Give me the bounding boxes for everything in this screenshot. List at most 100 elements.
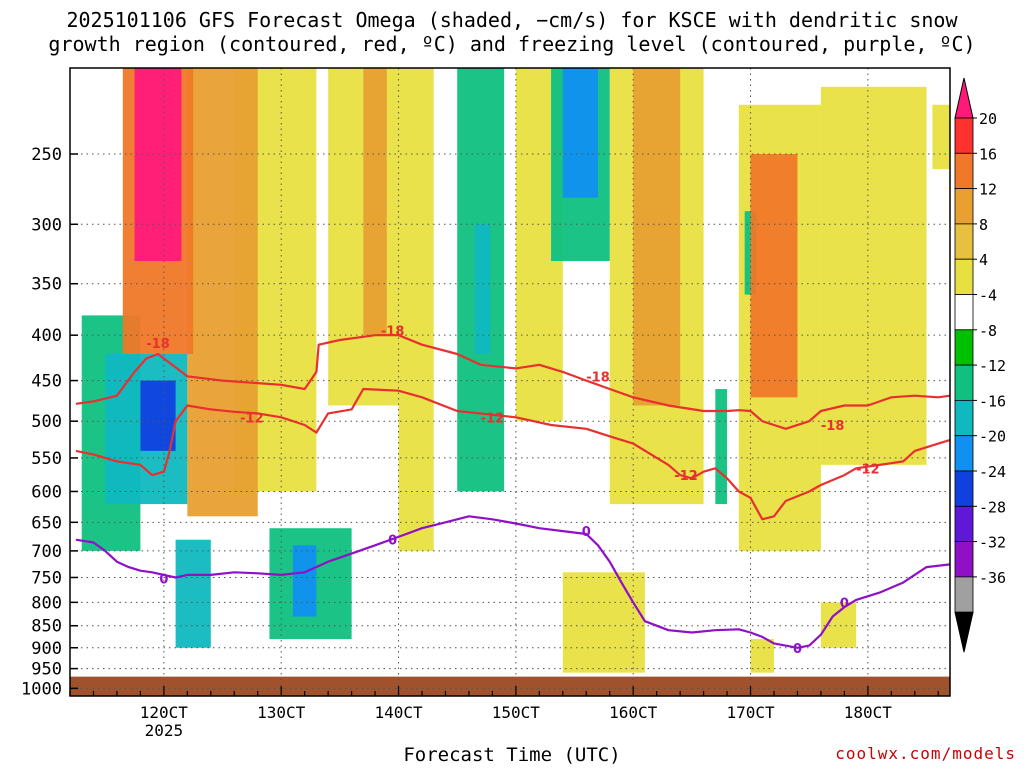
y-tick-label: 900 xyxy=(31,639,62,659)
y-tick-label: 250 xyxy=(31,145,62,165)
y-tick-label: 800 xyxy=(31,593,62,613)
colorbar-swatch xyxy=(954,505,974,542)
omega-cell xyxy=(140,380,176,451)
y-tick-label: 700 xyxy=(31,542,62,562)
colorbar-swatch xyxy=(954,399,974,437)
colorbar-swatch xyxy=(954,117,974,154)
contour-label: -18 xyxy=(821,419,845,434)
colorbar-swatch xyxy=(954,470,974,507)
y-tick-label: 600 xyxy=(31,482,62,502)
omega-cell xyxy=(932,104,950,170)
omega-cell xyxy=(562,572,645,673)
colorbar-label: -36 xyxy=(979,569,1006,587)
colorbar-swatch xyxy=(954,541,974,578)
contour-label: -12 xyxy=(856,462,880,477)
colorbar-label: -16 xyxy=(979,392,1006,410)
colorbar-label: -24 xyxy=(979,463,1006,481)
x-tick-sublabel: 2025 xyxy=(145,721,184,740)
colorbar-swatch xyxy=(954,258,974,295)
ground-layer xyxy=(70,676,950,696)
omega-cell xyxy=(633,68,681,406)
omega-cell xyxy=(398,68,434,551)
colorbar-top-arrow xyxy=(954,77,974,119)
y-tick-label: 300 xyxy=(31,215,62,235)
colorbar-label: -32 xyxy=(979,534,1006,552)
credit-text: coolwx.com/models xyxy=(835,744,1016,763)
colorbar-label: -4 xyxy=(979,287,997,305)
omega-cell xyxy=(562,68,598,198)
omega-cell xyxy=(474,224,491,354)
colorbar-swatch xyxy=(954,294,974,331)
colorbar-label: 8 xyxy=(979,216,988,234)
omega-cell xyxy=(175,539,211,648)
contour-label: -12 xyxy=(481,411,505,426)
contour-label: -18 xyxy=(146,337,170,352)
x-tick-label: 170CT xyxy=(726,703,775,722)
y-tick-label: 750 xyxy=(31,568,62,588)
colorbar-label: 4 xyxy=(979,251,988,269)
x-tick-label: 120CT xyxy=(140,703,189,722)
omega-cell xyxy=(292,545,317,617)
y-tick-label: 450 xyxy=(31,372,62,392)
y-tick-label: 500 xyxy=(31,412,62,432)
colorbar-label: -12 xyxy=(979,357,1006,375)
omega-cell xyxy=(187,68,258,517)
omega-cell xyxy=(750,154,798,398)
omega-cell xyxy=(363,68,387,336)
omega-cell xyxy=(750,639,774,673)
colorbar-swatch xyxy=(954,188,974,225)
colorbar-swatch xyxy=(954,576,974,613)
colorbar-label: 12 xyxy=(979,181,997,199)
contour-line xyxy=(75,387,950,521)
colorbar-label: -20 xyxy=(979,428,1006,446)
chart-title-line-1: 2025101106 GFS Forecast Omega (shaded, −… xyxy=(66,8,958,32)
omega-cell xyxy=(820,86,927,465)
contour-label: 0 xyxy=(840,596,849,611)
x-tick-label: 160CT xyxy=(609,703,658,722)
colorbar-label: 16 xyxy=(979,145,997,163)
y-tick-label: 550 xyxy=(31,449,62,469)
colorbar-swatch xyxy=(954,223,974,260)
contour-line xyxy=(75,334,950,430)
ground-fill xyxy=(70,676,950,696)
y-tick-label: 350 xyxy=(31,275,62,295)
omega-cell xyxy=(328,68,399,406)
colorbar-swatch xyxy=(954,435,974,472)
x-tick-label: 130CT xyxy=(257,703,306,722)
chart-title-line-2: growth region (contoured, red, ºC) and f… xyxy=(48,32,976,56)
x-tick-label: 150CT xyxy=(492,703,541,722)
omega-cell xyxy=(134,68,182,262)
colorbar-swatch xyxy=(954,152,974,190)
contour-label: -12 xyxy=(240,411,264,426)
x-tick-label: 180CT xyxy=(844,703,893,722)
colorbar-label: 20 xyxy=(979,110,997,128)
contour-label: -12 xyxy=(674,469,698,484)
colorbar: 20 16 12 8 4 -4 -8 -12 -16 -20 -24 -28 -32 -36 xyxy=(954,77,1006,653)
contour-label: -18 xyxy=(381,324,405,339)
y-tick-label: 650 xyxy=(31,513,62,533)
y-tick-label: 950 xyxy=(31,660,62,680)
y-tick-label: 400 xyxy=(31,326,62,346)
contour-label: 0 xyxy=(159,573,168,588)
y-axis: 2503003504004505005506006507007508008509… xyxy=(21,145,78,699)
colorbar-label: -8 xyxy=(979,322,997,340)
contour-layer: -18 -18 -18 -18 -12 -12 -12 -12 0 0 0 0 0 xyxy=(75,324,950,657)
omega-cell xyxy=(715,389,728,505)
x-tick-label: 140CT xyxy=(374,703,423,722)
y-tick-label: 1000 xyxy=(21,679,62,699)
contour-label: 0 xyxy=(582,525,591,540)
x-axis-title: Forecast Time (UTC) xyxy=(403,744,621,766)
y-tick-label: 850 xyxy=(31,617,62,637)
plot-frame xyxy=(69,67,951,697)
colorbar-bottom-arrow xyxy=(954,611,974,653)
contour-label: 0 xyxy=(388,534,397,549)
omega-shading-layer xyxy=(81,68,950,673)
contour-label: 0 xyxy=(793,642,802,657)
colorbar-swatch xyxy=(954,364,974,401)
contour-label: -18 xyxy=(586,370,610,385)
colorbar-label: -28 xyxy=(979,498,1006,516)
contour-line xyxy=(75,515,950,649)
